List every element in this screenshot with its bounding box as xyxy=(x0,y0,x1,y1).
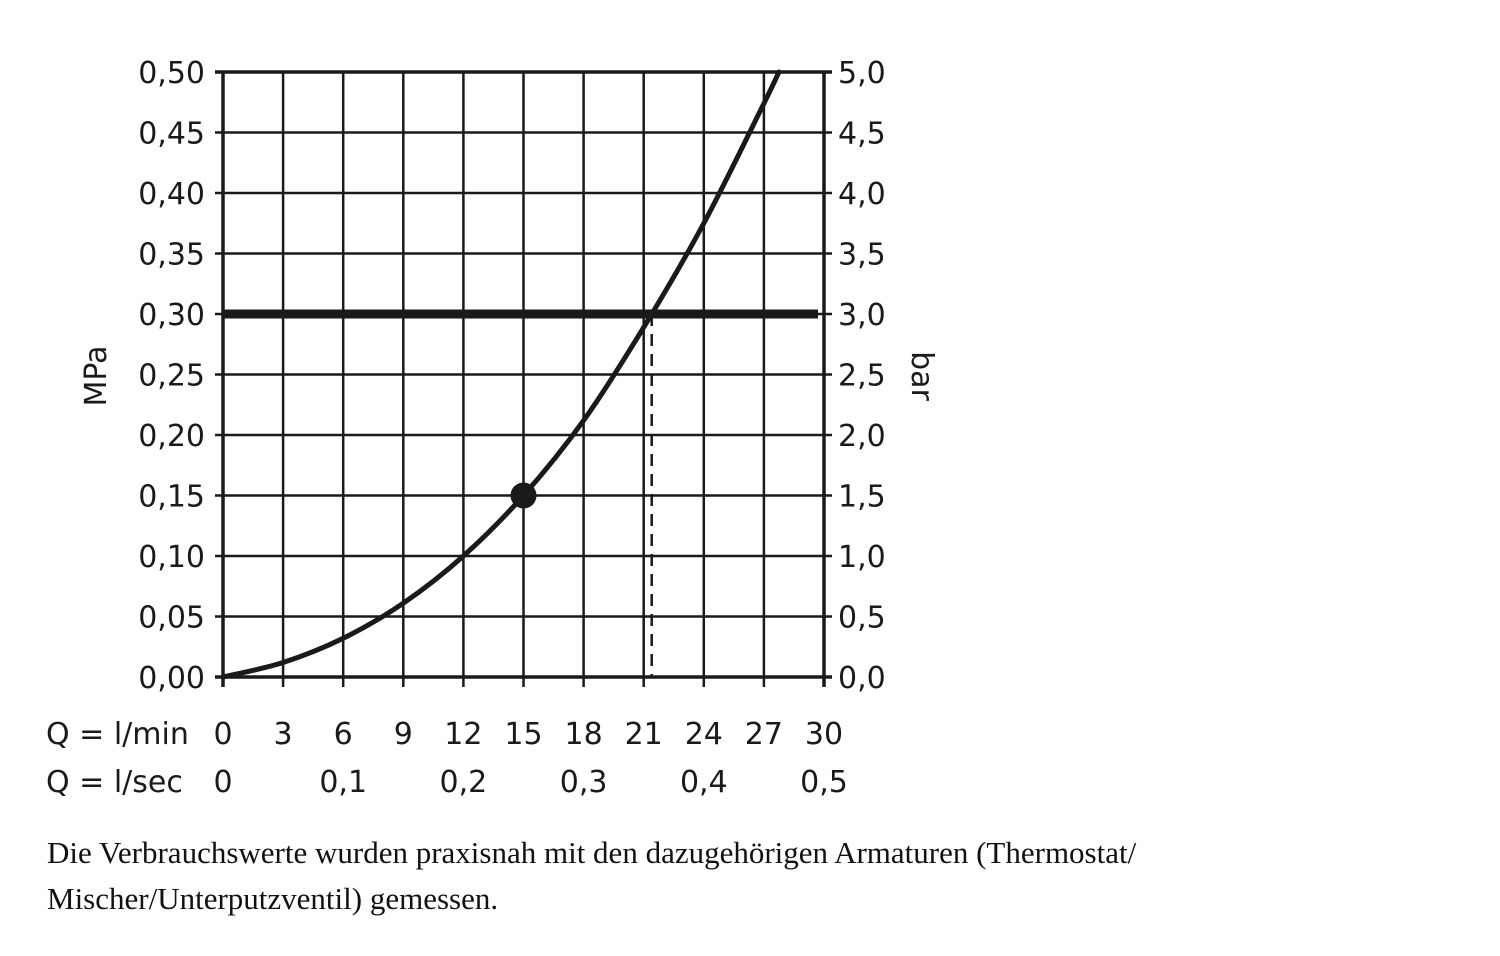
x-tick-label-lmin: 6 xyxy=(334,717,353,752)
y-tick-label-left: 0,00 xyxy=(138,661,205,696)
grid xyxy=(215,70,832,687)
y-tick-label-left: 0,40 xyxy=(138,177,205,212)
x-tick-label-lsec: 0,4 xyxy=(680,765,728,800)
y-tick-label-left: 0,25 xyxy=(138,359,205,394)
y-tick-label-right: 4,5 xyxy=(838,117,886,152)
caption: Die Verbrauchswerte wurden praxisnah mit… xyxy=(47,835,1137,916)
x-tick-label-lmin: 12 xyxy=(444,717,482,752)
y-tick-label-right: 2,0 xyxy=(838,419,886,454)
y-tick-label-left: 0,45 xyxy=(138,117,205,152)
x-tick-label-lsec: 0,3 xyxy=(560,765,608,800)
x-tick-label-lmin: 3 xyxy=(274,717,293,752)
x-tick-label-lmin: 30 xyxy=(805,717,843,752)
y-tick-label-left: 0,50 xyxy=(138,56,205,91)
y-tick-label-right: 0,5 xyxy=(838,601,886,636)
x-tick-label-lmin: 21 xyxy=(625,717,663,752)
x-tick-label-lmin: 9 xyxy=(394,717,413,752)
x-tick-label-lmin: 0 xyxy=(213,717,232,752)
y-tick-label-right: 1,0 xyxy=(838,540,886,575)
x-tick-label-lmin: 24 xyxy=(685,717,723,752)
y-axis-label-left: MPa xyxy=(79,345,114,406)
x-tick-label-lsec: 0 xyxy=(213,765,232,800)
y-tick-label-left: 0,30 xyxy=(138,298,205,333)
y-axis-label-right: bar xyxy=(904,351,939,401)
x-tick-label-lsec: 0,2 xyxy=(440,765,488,800)
x-tick-label-lsec: 0,1 xyxy=(319,765,367,800)
y-tick-label-left: 0,05 xyxy=(138,601,205,636)
y-tick-label-left: 0,15 xyxy=(138,480,205,515)
y-tick-label-right: 4,0 xyxy=(838,177,886,212)
x-tick-label-lmin: 27 xyxy=(745,717,783,752)
y-tick-label-right: 5,0 xyxy=(838,56,886,91)
y-tick-label-right: 3,0 xyxy=(838,298,886,333)
x-tick-label-lmin: 15 xyxy=(504,717,542,752)
x-tick-label-lmin: 18 xyxy=(565,717,603,752)
series-curve xyxy=(220,69,782,680)
x-tick-label-lsec: 0,5 xyxy=(800,765,848,800)
y-tick-label-right: 1,5 xyxy=(838,480,886,515)
y-tick-label-left: 0,35 xyxy=(138,238,205,273)
y-tick-label-left: 0,10 xyxy=(138,540,205,575)
y-tick-label-right: 3,5 xyxy=(838,238,886,273)
x-row-label-lsec: Q = l/sec xyxy=(46,765,183,800)
y-tick-label-right: 2,5 xyxy=(838,359,886,394)
y-tick-label-left: 0,20 xyxy=(138,419,205,454)
pressure-flow-chart: 0 3 6 9 12 15 18 21 24 27 30 0 0,1 0,2 0,3 0,4 0,5 0,00 0,… xyxy=(46,56,939,800)
chart-marks xyxy=(220,69,818,680)
x-row-label-lmin: Q = l/min xyxy=(46,717,189,752)
y-tick-label-right: 0,0 xyxy=(838,661,886,696)
tick-labels: 0 3 6 9 12 15 18 21 24 27 30 0 0,1 0,2 0,3 0,4 0,5 0,00 0,… xyxy=(138,56,886,800)
marker-point xyxy=(510,482,537,509)
